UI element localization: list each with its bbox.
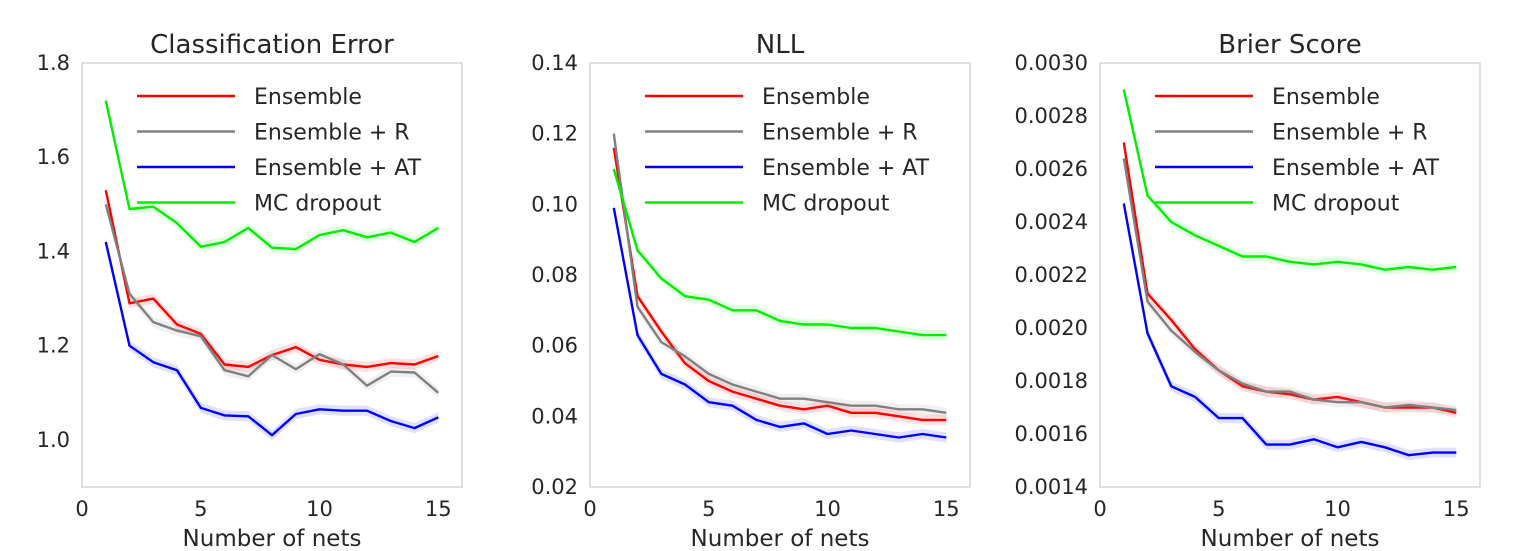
legend-label-mc-dropout: MC dropout: [254, 192, 382, 217]
x-axis-label: Number of nets: [691, 526, 870, 551]
y-tick-label: 0.04: [531, 404, 578, 428]
y-tick-label: 0.0026: [1015, 157, 1088, 181]
y-tick-label: 0.0022: [1015, 263, 1088, 287]
y-tick-label: 0.0014: [1015, 475, 1088, 499]
x-tick-label: 5: [702, 497, 715, 521]
y-tick-label: 1.8: [37, 51, 70, 75]
y-tick-label: 0.0028: [1015, 104, 1088, 128]
y-tick-label: 1.6: [37, 145, 70, 169]
series-line-mc-dropout: [612, 168, 947, 337]
legend-label-ensemble-r: Ensemble + R: [762, 121, 918, 146]
plot-frame: [589, 62, 971, 488]
y-tick-label: 0.0030: [1015, 51, 1088, 75]
series-band-mc-dropout: [613, 163, 947, 341]
y-tick-label: 1.0: [37, 428, 70, 452]
legend-label-ensemble: Ensemble: [254, 85, 362, 110]
chart-title: NLL: [756, 30, 805, 60]
series-line-ensemble: [1122, 142, 1457, 414]
y-tick-label: 0.08: [531, 263, 578, 287]
x-tick-label: 15: [933, 497, 960, 521]
series-line-ensemble-r: [1122, 158, 1457, 412]
series-line-ensemble-at: [1122, 203, 1457, 457]
series-band-ensemble-r: [105, 199, 439, 398]
x-tick-label: 10: [306, 497, 333, 521]
x-tick-label: 10: [1324, 497, 1351, 521]
y-tick-label: 0.0020: [1015, 316, 1088, 340]
chart-title: Brier Score: [1218, 30, 1362, 60]
panel-nll: NLL Number of nets 0 5 10 15 0.02 0.04 0.06 0.08 0…: [531, 30, 971, 551]
series-band-ensemble-at: [105, 236, 439, 441]
x-tick-label: 5: [194, 497, 207, 521]
series-line-ensemble: [104, 189, 439, 369]
series-line-ensemble: [612, 147, 947, 422]
x-axis-label: Number of nets: [1201, 526, 1380, 551]
legend-label-mc-dropout: MC dropout: [1272, 192, 1400, 217]
legend-label-ensemble-at: Ensemble + AT: [1272, 156, 1440, 181]
y-tick-label: 0.12: [531, 122, 578, 146]
panel-brier-score: Brier Score Number of nets 0 5 10 15 0.0014 0.0…: [1015, 30, 1481, 551]
plot-frame: [81, 62, 463, 488]
series-band-ensemble: [105, 185, 439, 372]
x-tick-label: 0: [1093, 497, 1106, 521]
series-line-ensemble-r: [612, 133, 947, 414]
y-tick-label: 1.4: [37, 239, 70, 263]
chart-title: Classification Error: [150, 30, 394, 60]
legend-label-ensemble: Ensemble: [1272, 85, 1380, 110]
y-tick-label: 0.10: [531, 192, 578, 216]
x-tick-label: 10: [814, 497, 841, 521]
legend-label-ensemble-r: Ensemble + R: [254, 121, 410, 146]
x-axis-label: Number of nets: [183, 526, 362, 551]
x-tick-label: 5: [1212, 497, 1225, 521]
y-tick-label: 1.2: [37, 334, 70, 358]
x-tick-label: 15: [425, 497, 452, 521]
x-tick-label: 0: [583, 497, 596, 521]
y-tick-label: 0.0024: [1015, 210, 1088, 234]
series-line-ensemble-r: [104, 203, 440, 394]
legend-label-ensemble-r: Ensemble + R: [1272, 121, 1428, 146]
series-line-mc-dropout: [1122, 89, 1457, 271]
legend-label-ensemble: Ensemble: [762, 85, 870, 110]
y-tick-label: 0.06: [531, 334, 578, 358]
legend-label-mc-dropout: MC dropout: [762, 192, 890, 217]
plot-frame: [1099, 62, 1481, 488]
legend-label-ensemble-at: Ensemble + AT: [254, 156, 422, 181]
series-line-mc-dropout: [104, 100, 439, 251]
legend-label-ensemble-at: Ensemble + AT: [762, 156, 930, 181]
panel-classification-error: Classification Error Number of nets 0 5 10 15…: [37, 30, 463, 551]
series-line-ensemble-at: [612, 207, 947, 439]
y-tick-label: 0.0016: [1015, 422, 1088, 446]
x-tick-label: 0: [75, 497, 88, 521]
x-tick-label: 15: [1443, 497, 1470, 521]
y-tick-label: 0.14: [531, 51, 578, 75]
y-tick-label: 0.0018: [1015, 369, 1088, 393]
y-tick-label: 0.02: [531, 475, 578, 499]
series-line-ensemble-at: [104, 241, 439, 437]
